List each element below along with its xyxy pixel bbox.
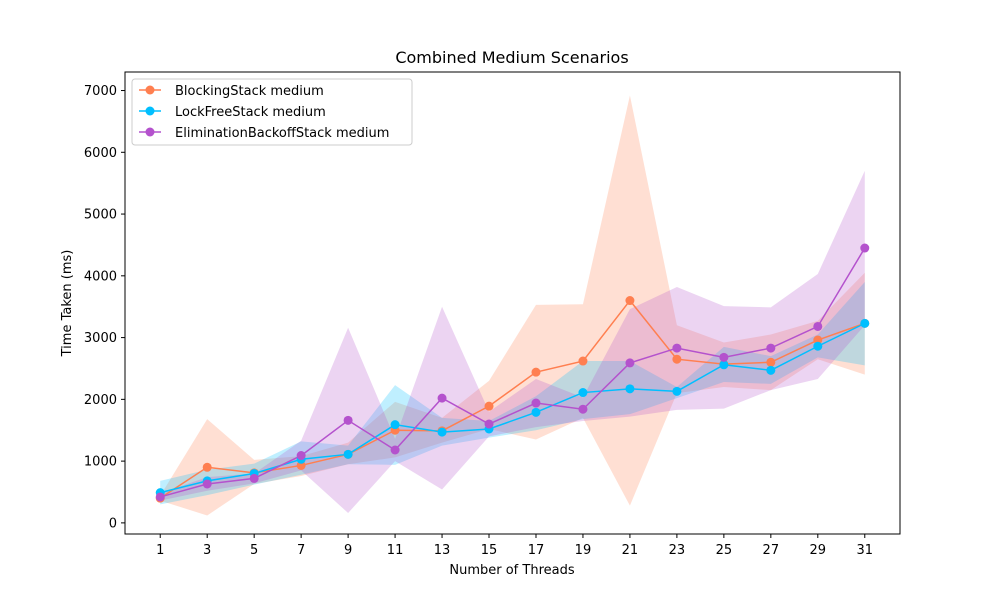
- legend-label-blockingstack: BlockingStack medium: [175, 84, 324, 99]
- x-tick-label: 27: [763, 543, 780, 558]
- y-tick-label: 2000: [84, 393, 117, 408]
- data-point-lockfreestack-medium: [578, 388, 588, 398]
- legend-marker-lockfreestack: [145, 106, 155, 116]
- data-point-lockfreestack-medium: [343, 449, 353, 459]
- y-tick-label: 7000: [84, 84, 117, 99]
- data-point-blockingstack-medium: [531, 367, 541, 377]
- data-point-lockfreestack-medium: [860, 318, 870, 328]
- y-tick-label: 5000: [84, 208, 117, 223]
- band-eliminationbackoffstack-medium: [160, 170, 865, 513]
- x-tick-label: 31: [856, 543, 873, 558]
- data-point-blockingstack-medium: [672, 354, 682, 364]
- data-point-eliminationbackoffstack-medium: [766, 343, 776, 353]
- x-tick-label: 17: [528, 543, 545, 558]
- data-point-eliminationbackoffstack-medium: [249, 473, 259, 483]
- data-point-eliminationbackoffstack-medium: [484, 419, 494, 429]
- data-point-lockfreestack-medium: [625, 384, 635, 394]
- x-axis-label: Number of Threads: [449, 563, 574, 578]
- x-tick-label: 19: [575, 543, 592, 558]
- data-point-eliminationbackoffstack-medium: [202, 479, 212, 489]
- y-tick-label: 3000: [84, 331, 117, 346]
- series-line-blockingstack-medium: [159, 299, 866, 499]
- legend-label-eliminationbackoffstack: EliminationBackoffStack medium: [175, 126, 389, 141]
- x-tick-label: 11: [387, 543, 404, 558]
- confidence-bands: [160, 95, 865, 516]
- data-point-blockingstack-medium: [625, 296, 635, 306]
- series-lines: [159, 247, 866, 499]
- data-point-blockingstack-medium: [578, 356, 588, 366]
- data-point-blockingstack-medium: [484, 401, 494, 411]
- data-point-lockfreestack-medium: [672, 386, 682, 396]
- legend: BlockingStack medium LockFreeStack mediu…: [131, 78, 413, 146]
- y-axis-label: Time Taken (ms): [60, 250, 75, 358]
- data-point-lockfreestack-medium: [719, 360, 729, 370]
- data-point-eliminationbackoffstack-medium: [578, 404, 588, 414]
- data-point-lockfreestack-medium: [531, 407, 541, 417]
- data-point-blockingstack-medium: [296, 460, 306, 470]
- x-tick-label: 15: [481, 543, 498, 558]
- legend-marker-blockingstack: [145, 85, 155, 95]
- legend-marker-eliminationbackoffstack: [145, 127, 155, 137]
- legend-label-lockfreestack: LockFreeStack medium: [175, 105, 326, 120]
- data-point-eliminationbackoffstack-medium: [625, 358, 635, 368]
- x-tick-label: 9: [344, 543, 352, 558]
- data-point-eliminationbackoffstack-medium: [860, 243, 870, 253]
- data-point-lockfreestack-medium: [813, 341, 823, 351]
- data-point-eliminationbackoffstack-medium: [813, 321, 823, 331]
- x-tick-label: 7: [297, 543, 305, 558]
- x-tick-label: 5: [250, 543, 258, 558]
- series-line-eliminationbackoffstack-medium: [160, 247, 866, 498]
- y-axis-ticks: 0 1000 2000 3000 4000 5000 6000 7000: [84, 84, 125, 531]
- x-tick-label: 3: [203, 543, 211, 558]
- data-point-eliminationbackoffstack-medium: [719, 352, 729, 362]
- x-tick-label: 29: [810, 543, 827, 558]
- data-point-eliminationbackoffstack-medium: [155, 492, 165, 502]
- data-point-eliminationbackoffstack-medium: [672, 343, 682, 353]
- chart-title: Combined Medium Scenarios: [395, 48, 628, 67]
- data-point-eliminationbackoffstack-medium: [390, 445, 400, 455]
- legend-frame: [131, 78, 413, 146]
- band-lockfreestack-medium: [160, 282, 865, 505]
- y-tick-label: 6000: [84, 146, 117, 161]
- x-tick-label: 23: [669, 543, 686, 558]
- data-point-lockfreestack-medium: [437, 427, 447, 437]
- x-tick-label: 21: [622, 543, 639, 558]
- plot-frame: [124, 71, 901, 535]
- data-point-lockfreestack-medium: [390, 420, 400, 430]
- series-points: [155, 243, 870, 503]
- x-tick-label: 1: [156, 543, 164, 558]
- x-tick-label: 13: [434, 543, 451, 558]
- data-point-blockingstack-medium: [813, 335, 823, 345]
- data-point-eliminationbackoffstack-medium: [531, 398, 541, 408]
- data-point-eliminationbackoffstack-medium: [296, 451, 306, 461]
- y-tick-label: 0: [109, 516, 117, 531]
- x-axis-ticks: 1 3 5 7 9 11 13 15 17 19 21 23 25 27 29 31: [156, 534, 873, 558]
- data-point-lockfreestack-medium: [766, 365, 776, 375]
- y-tick-label: 1000: [84, 455, 117, 470]
- x-tick-label: 25: [716, 543, 733, 558]
- data-point-blockingstack-medium: [766, 357, 776, 367]
- data-point-blockingstack-medium: [202, 462, 212, 472]
- y-tick-label: 4000: [84, 269, 117, 284]
- band-blockingstack-medium: [160, 95, 865, 516]
- data-point-eliminationbackoffstack-medium: [437, 393, 447, 403]
- data-point-eliminationbackoffstack-medium: [343, 415, 353, 425]
